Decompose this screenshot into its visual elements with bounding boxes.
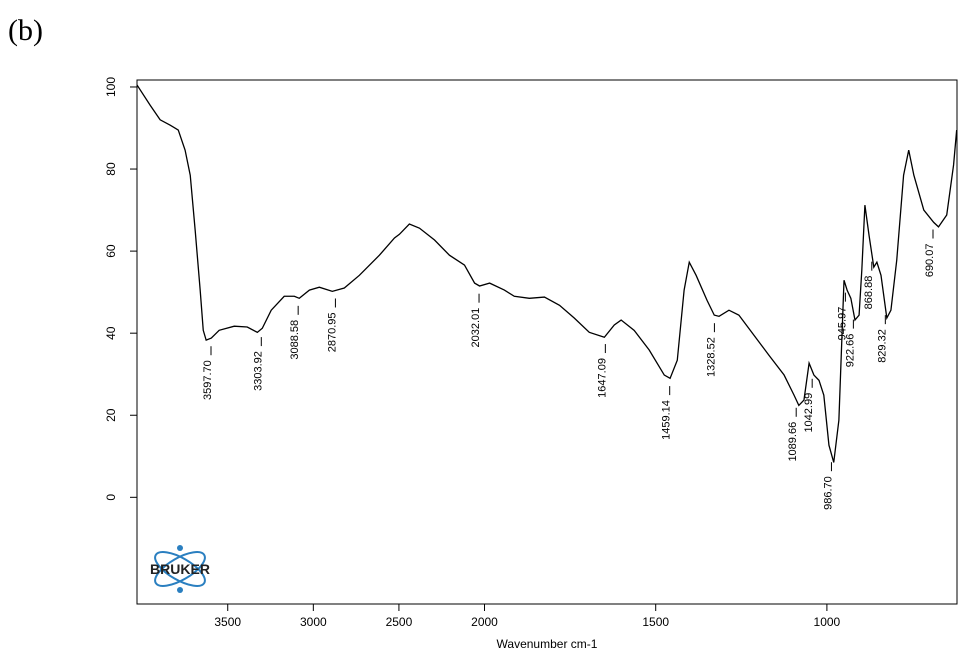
- y-tick-label: 20: [104, 408, 118, 422]
- peak-label: 922.66: [844, 334, 856, 368]
- logo-text: BRUKER: [150, 561, 210, 577]
- y-tick-label: 60: [104, 244, 118, 258]
- x-tick-label: 2000: [471, 615, 498, 629]
- peak-label: 945.97: [836, 307, 848, 341]
- x-tick-label: 3500: [214, 615, 241, 629]
- peak-label: 3303.92: [252, 351, 264, 391]
- y-tick-label: 0: [104, 494, 118, 501]
- peak-label: 1089.66: [787, 422, 799, 462]
- x-tick-label: 3000: [300, 615, 327, 629]
- peak-label: 3597.70: [202, 360, 214, 400]
- plot-frame: [136, 79, 958, 605]
- peak-label: 690.07: [924, 244, 936, 278]
- peak-label: 1459.14: [661, 400, 673, 440]
- peak-label: 1042.99: [803, 393, 815, 433]
- peak-label: 868.88: [863, 276, 875, 310]
- logo: BRUKER: [150, 545, 210, 593]
- peak-label: 1328.52: [705, 337, 717, 377]
- x-tick-label: 1500: [642, 615, 669, 629]
- x-tick-label: 1000: [814, 615, 841, 629]
- x-tick-label: 2500: [386, 615, 413, 629]
- panel-label: (b): [8, 14, 43, 47]
- peak-label: 2870.95: [326, 312, 338, 352]
- peak-label: 986.70: [822, 476, 834, 510]
- y-tick-label: 100: [104, 77, 118, 97]
- peak-label: 829.32: [876, 329, 888, 363]
- peak-label: 1647.09: [596, 358, 608, 398]
- peak-label: 2032.01: [470, 308, 482, 348]
- y-tick-label: 40: [104, 326, 118, 340]
- peak-label: 3088.58: [289, 320, 301, 360]
- x-axis-title: Wavenumber cm-1: [497, 637, 598, 651]
- y-tick-label: 80: [104, 162, 118, 176]
- spectrum-line: [136, 84, 958, 463]
